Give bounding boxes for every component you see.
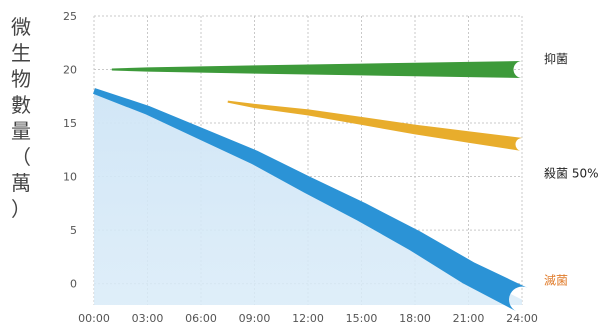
series-label: 滅菌 (544, 273, 568, 287)
y-axis-label-char: 數 (11, 93, 31, 117)
y-axis-label-char: 微 (11, 15, 31, 39)
x-tick-label: 00:00 (78, 312, 110, 325)
y-axis-label: 微生物數量（萬） (6, 14, 36, 222)
y-tick-label: 25 (63, 10, 77, 23)
series-label: 殺菌 50% (544, 166, 599, 180)
tick-labels: 0 5 10 15 20 25 00:00 03:00 06:00 09:00 12:00 15:00… (63, 10, 538, 325)
series-ribbon (92, 88, 528, 312)
x-tick-label: 09:00 (239, 312, 271, 325)
y-axis-label-char: 物 (11, 67, 31, 91)
x-tick-label: 12:00 (292, 312, 324, 325)
y-axis-label-char: （ (11, 145, 31, 169)
series-layer (92, 61, 528, 312)
x-tick-label: 15:00 (346, 312, 378, 325)
series-ribbon (227, 100, 523, 151)
y-axis-label-char: 生 (11, 41, 31, 65)
x-tick-label: 21:00 (453, 312, 485, 325)
y-axis-label-char: ） (11, 197, 31, 221)
x-tick-label: 06:00 (185, 312, 217, 325)
series-label: 抑菌 (544, 51, 568, 66)
y-axis-label-char: 萬 (11, 171, 31, 195)
series-ribbon (111, 61, 522, 79)
y-tick-label: 20 (63, 64, 77, 77)
y-tick-label: 10 (63, 171, 77, 184)
x-tick-label: 24:00 (506, 312, 538, 325)
y-tick-label: 0 (70, 278, 77, 291)
y-tick-label: 15 (63, 117, 77, 130)
y-axis-label-char: 量 (11, 119, 31, 143)
x-tick-label: 03:00 (132, 312, 164, 325)
y-tick-label: 5 (70, 224, 77, 237)
x-tick-label: 18:00 (399, 312, 431, 325)
